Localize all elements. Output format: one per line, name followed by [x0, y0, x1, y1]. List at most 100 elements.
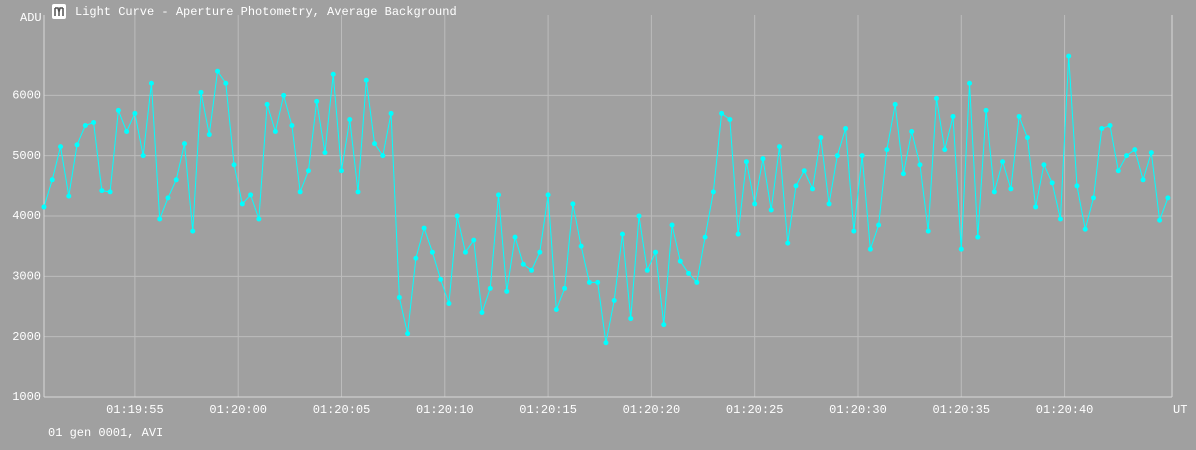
data-point	[322, 150, 328, 156]
data-point	[735, 231, 741, 237]
data-point	[215, 68, 221, 74]
x-tick-label: 01:20:20	[623, 403, 681, 417]
data-point	[1057, 216, 1063, 222]
data-point	[925, 228, 931, 234]
data-point	[859, 153, 865, 159]
data-point	[512, 234, 518, 240]
data-point	[1124, 153, 1130, 159]
data-point	[496, 192, 502, 198]
data-point	[74, 142, 80, 148]
data-point	[165, 195, 171, 201]
data-point	[396, 294, 402, 300]
data-point	[644, 267, 650, 273]
data-point	[264, 101, 270, 107]
data-point	[198, 89, 204, 95]
data-point	[231, 162, 237, 168]
data-point	[363, 77, 369, 83]
data-point	[388, 110, 394, 116]
data-point	[355, 189, 361, 195]
data-point	[975, 234, 981, 240]
data-point	[1049, 180, 1055, 186]
data-point	[471, 237, 477, 243]
data-point	[776, 144, 782, 150]
data-point	[1165, 195, 1171, 201]
data-point	[256, 216, 262, 222]
data-point	[686, 270, 692, 276]
data-point	[785, 240, 791, 246]
y-tick-label: 2000	[12, 330, 41, 344]
data-point	[347, 116, 353, 122]
x-tick-label: 01:20:00	[209, 403, 267, 417]
data-point	[826, 201, 832, 207]
grid: 1000 2000 3000 4000 5000 6000 01:19:55 01:20:00…	[12, 15, 1173, 417]
data-point	[595, 279, 601, 285]
data-point	[338, 168, 344, 174]
data-point	[462, 249, 468, 255]
data-point	[950, 113, 956, 119]
data-point	[82, 123, 88, 128]
data-point	[636, 213, 642, 219]
data-point	[372, 141, 378, 147]
data-point	[91, 119, 97, 125]
data-point	[1132, 147, 1138, 153]
data-point	[545, 192, 551, 198]
y-tick-label: 6000	[12, 89, 41, 103]
data-point	[157, 216, 163, 222]
data-point	[1082, 226, 1088, 232]
data-point	[405, 331, 411, 337]
data-point	[743, 159, 749, 165]
data-point	[661, 322, 667, 328]
x-tick-label: 01:20:05	[313, 403, 371, 417]
data-point	[1099, 126, 1105, 132]
data-point	[1033, 204, 1039, 210]
data-point	[619, 231, 625, 237]
data-point	[628, 316, 634, 322]
data-point	[603, 340, 609, 346]
data-point	[537, 249, 543, 255]
data-point	[611, 297, 617, 303]
x-tick-label: 01:20:35	[932, 403, 990, 417]
x-tick-label: 01:20:25	[726, 403, 784, 417]
data-point	[694, 279, 700, 285]
data-point	[719, 110, 725, 116]
data-point	[446, 300, 452, 306]
data-point	[810, 186, 816, 192]
data-point	[454, 213, 460, 219]
data-point	[884, 147, 890, 153]
y-tick-label: 5000	[12, 149, 41, 163]
data-point	[49, 177, 55, 183]
data-point	[1107, 123, 1113, 128]
data-point	[58, 144, 64, 150]
x-tick-label: 01:20:10	[416, 403, 474, 417]
data-point	[305, 168, 311, 174]
data-point	[867, 246, 873, 252]
data-point	[851, 228, 857, 234]
data-point	[504, 288, 510, 294]
data-point	[1157, 217, 1163, 223]
footer: 01 gen 0001, AVI	[48, 426, 163, 440]
data-point	[248, 192, 254, 198]
data-point	[793, 183, 799, 189]
data-point	[190, 228, 196, 234]
app-icon	[52, 4, 66, 19]
data-point	[570, 201, 576, 207]
data-point	[1074, 183, 1080, 189]
data-point	[1115, 168, 1121, 174]
data-point	[173, 177, 179, 183]
x-tick-label: 01:20:15	[519, 403, 577, 417]
data-point	[1024, 135, 1030, 141]
data-point	[479, 310, 485, 316]
y-axis-label: ADU	[20, 11, 42, 25]
data-point	[702, 234, 708, 240]
data-point	[677, 258, 683, 264]
data-point	[669, 222, 675, 228]
data-point	[107, 189, 113, 195]
data-point	[438, 276, 444, 282]
data-point	[314, 98, 320, 104]
data-point	[429, 249, 435, 255]
x-tick-label: 01:19:55	[106, 403, 164, 417]
data-point	[206, 132, 212, 138]
